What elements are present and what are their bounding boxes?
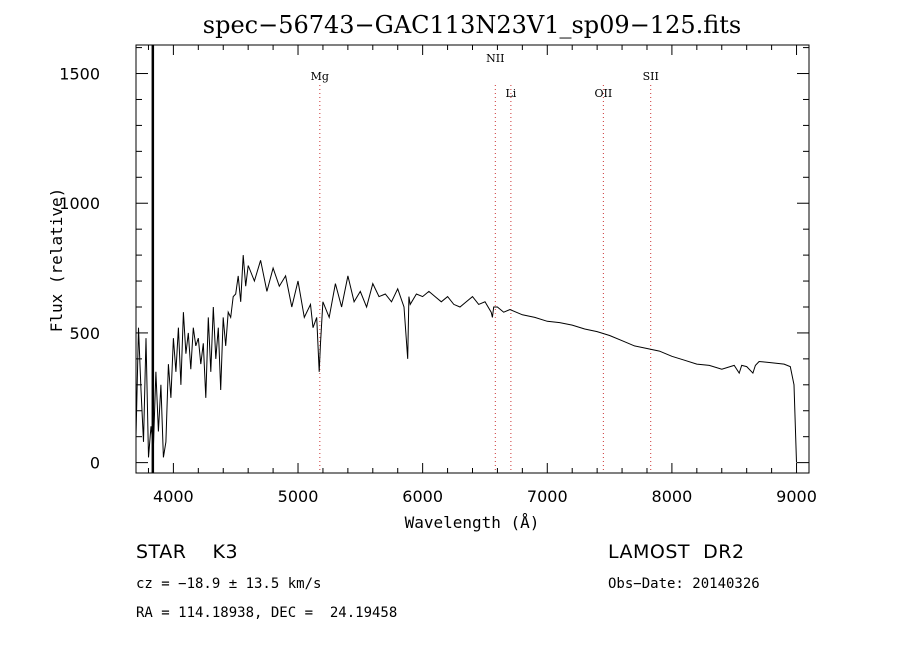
chart-title: spec−56743−GAC113N23V1_sp09−125.fits xyxy=(203,11,741,39)
line-marker-label: SII xyxy=(643,70,659,83)
y-tick-labels: 0 500 1000 1500 xyxy=(59,65,100,473)
y-tick-label: 1000 xyxy=(59,194,100,213)
x-tick-label: 8000 xyxy=(652,487,693,506)
line-marker-label: Li xyxy=(505,87,516,100)
line-annotations: Mg NII Li OII SII xyxy=(311,52,659,473)
line-marker-label: NII xyxy=(486,52,504,65)
x-tick-label: 6000 xyxy=(402,487,443,506)
y-tick-label: 0 xyxy=(90,454,100,473)
axis-ticks xyxy=(136,45,809,473)
spectrum-chart: spec−56743−GAC113N23V1_sp09−125.fits 400… xyxy=(47,11,817,532)
line-marker-label: Mg xyxy=(311,70,329,83)
x-tick-label: 4000 xyxy=(153,487,194,506)
object-class: STAR K3 xyxy=(136,541,239,563)
line-marker-label: OII xyxy=(595,87,613,100)
obs-date: Obs−Date: 20140326 xyxy=(608,576,760,592)
x-tick-labels: 4000 5000 6000 7000 8000 9000 xyxy=(153,487,817,506)
y-tick-label: 500 xyxy=(69,324,100,343)
x-tick-label: 9000 xyxy=(776,487,817,506)
coordinates: RA = 114.18938, DEC = 24.19458 xyxy=(136,605,398,621)
plot-frame xyxy=(135,44,810,474)
x-tick-label: 7000 xyxy=(527,487,568,506)
x-axis-label: Wavelength (Å) xyxy=(405,513,540,532)
y-axis-label: Flux (relative) xyxy=(47,188,66,333)
x-tick-label: 5000 xyxy=(278,487,319,506)
redshift-text: cz = −18.9 ± 13.5 km/s xyxy=(136,576,322,592)
y-tick-label: 1500 xyxy=(59,65,100,84)
survey-name: LAMOST DR2 xyxy=(608,541,745,563)
spectrum-series-line xyxy=(135,255,797,463)
